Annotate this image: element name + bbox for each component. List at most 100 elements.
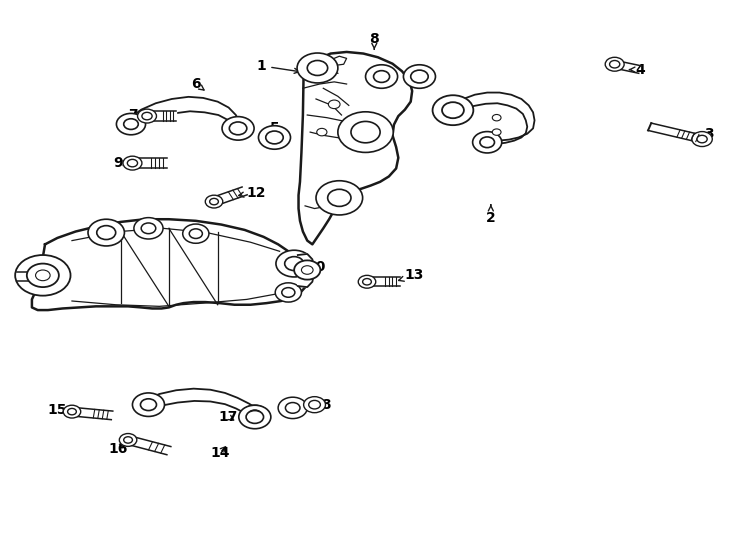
Circle shape <box>358 275 376 288</box>
Circle shape <box>132 393 164 416</box>
Circle shape <box>38 273 47 280</box>
Circle shape <box>366 65 398 88</box>
Circle shape <box>222 117 254 140</box>
Circle shape <box>317 129 327 136</box>
Circle shape <box>206 195 222 208</box>
Polygon shape <box>147 389 259 420</box>
Polygon shape <box>211 187 247 206</box>
Circle shape <box>189 229 203 239</box>
Polygon shape <box>32 219 309 310</box>
Circle shape <box>127 159 137 167</box>
Circle shape <box>606 57 624 71</box>
Circle shape <box>302 266 313 274</box>
Text: 5: 5 <box>269 122 280 136</box>
Text: 6: 6 <box>191 77 204 91</box>
Circle shape <box>278 397 308 418</box>
Text: 10: 10 <box>306 260 326 274</box>
Circle shape <box>285 256 304 271</box>
Text: 16: 16 <box>108 442 128 456</box>
Circle shape <box>248 410 261 420</box>
Circle shape <box>88 219 125 246</box>
Polygon shape <box>130 97 239 134</box>
Circle shape <box>34 270 51 283</box>
Polygon shape <box>147 111 176 121</box>
Circle shape <box>246 410 264 423</box>
Circle shape <box>286 402 300 413</box>
Circle shape <box>432 95 473 125</box>
Circle shape <box>304 397 325 413</box>
Circle shape <box>97 226 116 240</box>
Circle shape <box>411 70 428 83</box>
Circle shape <box>140 399 156 410</box>
Circle shape <box>374 71 390 83</box>
Polygon shape <box>299 52 413 244</box>
Polygon shape <box>126 436 171 455</box>
Circle shape <box>241 405 268 424</box>
Circle shape <box>124 119 138 130</box>
Text: 17: 17 <box>219 410 239 424</box>
Text: 13: 13 <box>399 268 424 282</box>
Circle shape <box>266 131 283 144</box>
Circle shape <box>480 137 495 147</box>
Polygon shape <box>132 158 167 168</box>
Text: 14: 14 <box>210 446 230 460</box>
Circle shape <box>363 279 371 285</box>
Polygon shape <box>648 123 704 143</box>
Polygon shape <box>71 407 113 420</box>
Circle shape <box>183 224 209 244</box>
Circle shape <box>229 122 247 135</box>
Circle shape <box>404 65 435 88</box>
Circle shape <box>493 114 501 121</box>
Circle shape <box>137 109 156 123</box>
Circle shape <box>120 434 137 447</box>
Polygon shape <box>453 92 534 144</box>
Polygon shape <box>367 278 400 286</box>
Circle shape <box>239 405 271 429</box>
Circle shape <box>123 156 142 170</box>
Text: 18: 18 <box>306 397 332 411</box>
Circle shape <box>68 408 76 415</box>
Circle shape <box>27 264 59 287</box>
Text: 8: 8 <box>369 32 379 49</box>
Circle shape <box>210 198 219 205</box>
Text: 11: 11 <box>15 269 40 284</box>
Circle shape <box>493 129 501 136</box>
Circle shape <box>35 270 50 281</box>
Circle shape <box>258 126 291 149</box>
Circle shape <box>124 437 132 443</box>
Circle shape <box>275 283 302 302</box>
Circle shape <box>692 132 712 146</box>
Text: 3: 3 <box>699 127 714 141</box>
Circle shape <box>276 250 313 277</box>
Polygon shape <box>18 272 43 281</box>
Circle shape <box>141 223 156 234</box>
Circle shape <box>63 405 81 418</box>
Circle shape <box>297 53 338 83</box>
Circle shape <box>473 132 502 153</box>
Circle shape <box>328 100 340 109</box>
Circle shape <box>282 288 295 297</box>
Circle shape <box>309 400 320 409</box>
Text: 15: 15 <box>48 403 70 417</box>
Circle shape <box>15 255 70 296</box>
Circle shape <box>442 102 464 118</box>
Text: 1: 1 <box>256 59 299 73</box>
Circle shape <box>316 181 363 215</box>
Text: 9: 9 <box>113 156 128 170</box>
Circle shape <box>338 112 393 152</box>
Polygon shape <box>298 254 315 287</box>
Text: 12: 12 <box>239 186 266 199</box>
Text: 2: 2 <box>486 205 495 225</box>
Circle shape <box>327 190 351 206</box>
Circle shape <box>609 60 619 68</box>
Circle shape <box>697 136 707 143</box>
Text: 7: 7 <box>128 108 143 122</box>
Polygon shape <box>613 60 642 73</box>
Circle shape <box>308 60 327 76</box>
Circle shape <box>351 122 380 143</box>
Circle shape <box>294 260 320 280</box>
Text: 4: 4 <box>630 63 645 77</box>
Circle shape <box>117 113 145 135</box>
Circle shape <box>134 218 163 239</box>
Circle shape <box>142 112 152 120</box>
